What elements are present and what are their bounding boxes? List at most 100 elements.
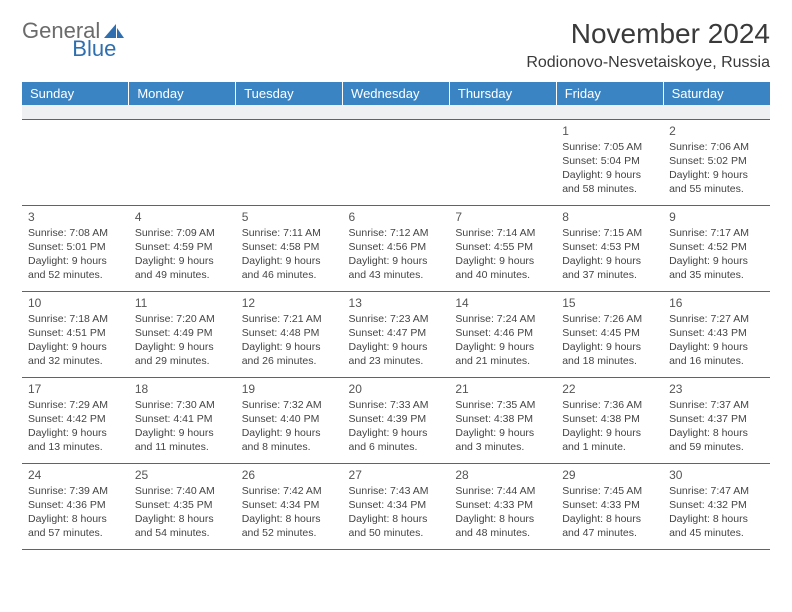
day-number: 13 bbox=[349, 295, 444, 311]
daylight-text: Daylight: 9 hours and 58 minutes. bbox=[562, 168, 657, 196]
day-number: 21 bbox=[455, 381, 550, 397]
col-sunday: Sunday bbox=[22, 82, 129, 105]
col-saturday: Saturday bbox=[663, 82, 770, 105]
sunset-text: Sunset: 4:42 PM bbox=[28, 412, 123, 426]
calendar-day-cell: 14Sunrise: 7:24 AMSunset: 4:46 PMDayligh… bbox=[449, 291, 556, 377]
day-number: 11 bbox=[135, 295, 230, 311]
daylight-text: Daylight: 9 hours and 49 minutes. bbox=[135, 254, 230, 282]
blank-spacer-row bbox=[22, 105, 770, 119]
sunset-text: Sunset: 4:35 PM bbox=[135, 498, 230, 512]
calendar-day-cell: 11Sunrise: 7:20 AMSunset: 4:49 PMDayligh… bbox=[129, 291, 236, 377]
col-thursday: Thursday bbox=[449, 82, 556, 105]
daylight-text: Daylight: 9 hours and 35 minutes. bbox=[669, 254, 764, 282]
sunrise-text: Sunrise: 7:35 AM bbox=[455, 398, 550, 412]
sunrise-text: Sunrise: 7:18 AM bbox=[28, 312, 123, 326]
sunset-text: Sunset: 4:55 PM bbox=[455, 240, 550, 254]
calendar-week-row: 10Sunrise: 7:18 AMSunset: 4:51 PMDayligh… bbox=[22, 291, 770, 377]
daylight-text: Daylight: 9 hours and 6 minutes. bbox=[349, 426, 444, 454]
calendar-day-cell bbox=[129, 119, 236, 205]
calendar-day-cell: 2Sunrise: 7:06 AMSunset: 5:02 PMDaylight… bbox=[663, 119, 770, 205]
day-number: 25 bbox=[135, 467, 230, 483]
calendar-week-row: 1Sunrise: 7:05 AMSunset: 5:04 PMDaylight… bbox=[22, 119, 770, 205]
day-number: 16 bbox=[669, 295, 764, 311]
col-friday: Friday bbox=[556, 82, 663, 105]
sunrise-text: Sunrise: 7:32 AM bbox=[242, 398, 337, 412]
sunrise-text: Sunrise: 7:15 AM bbox=[562, 226, 657, 240]
daylight-text: Daylight: 8 hours and 45 minutes. bbox=[669, 512, 764, 540]
calendar-week-row: 24Sunrise: 7:39 AMSunset: 4:36 PMDayligh… bbox=[22, 463, 770, 549]
calendar-day-cell: 15Sunrise: 7:26 AMSunset: 4:45 PMDayligh… bbox=[556, 291, 663, 377]
day-number: 19 bbox=[242, 381, 337, 397]
daylight-text: Daylight: 9 hours and 40 minutes. bbox=[455, 254, 550, 282]
day-number: 3 bbox=[28, 209, 123, 225]
day-number: 5 bbox=[242, 209, 337, 225]
calendar-day-cell: 3Sunrise: 7:08 AMSunset: 5:01 PMDaylight… bbox=[22, 205, 129, 291]
sunset-text: Sunset: 4:47 PM bbox=[349, 326, 444, 340]
sunset-text: Sunset: 4:38 PM bbox=[562, 412, 657, 426]
col-tuesday: Tuesday bbox=[236, 82, 343, 105]
sunrise-text: Sunrise: 7:33 AM bbox=[349, 398, 444, 412]
sunset-text: Sunset: 4:39 PM bbox=[349, 412, 444, 426]
sunrise-text: Sunrise: 7:29 AM bbox=[28, 398, 123, 412]
sunset-text: Sunset: 4:59 PM bbox=[135, 240, 230, 254]
daylight-text: Daylight: 9 hours and 32 minutes. bbox=[28, 340, 123, 368]
sunrise-text: Sunrise: 7:26 AM bbox=[562, 312, 657, 326]
calendar-day-cell: 20Sunrise: 7:33 AMSunset: 4:39 PMDayligh… bbox=[343, 377, 450, 463]
calendar-day-cell: 1Sunrise: 7:05 AMSunset: 5:04 PMDaylight… bbox=[556, 119, 663, 205]
sunset-text: Sunset: 4:49 PM bbox=[135, 326, 230, 340]
day-number: 4 bbox=[135, 209, 230, 225]
day-number: 8 bbox=[562, 209, 657, 225]
sunrise-text: Sunrise: 7:09 AM bbox=[135, 226, 230, 240]
sunset-text: Sunset: 4:40 PM bbox=[242, 412, 337, 426]
calendar-body: 1Sunrise: 7:05 AMSunset: 5:04 PMDaylight… bbox=[22, 105, 770, 549]
sunrise-text: Sunrise: 7:17 AM bbox=[669, 226, 764, 240]
sunset-text: Sunset: 4:51 PM bbox=[28, 326, 123, 340]
calendar-day-cell: 29Sunrise: 7:45 AMSunset: 4:33 PMDayligh… bbox=[556, 463, 663, 549]
daylight-text: Daylight: 9 hours and 55 minutes. bbox=[669, 168, 764, 196]
sunset-text: Sunset: 4:34 PM bbox=[242, 498, 337, 512]
sunrise-text: Sunrise: 7:08 AM bbox=[28, 226, 123, 240]
day-number: 18 bbox=[135, 381, 230, 397]
sunset-text: Sunset: 4:33 PM bbox=[562, 498, 657, 512]
daylight-text: Daylight: 9 hours and 43 minutes. bbox=[349, 254, 444, 282]
day-number: 10 bbox=[28, 295, 123, 311]
sunset-text: Sunset: 4:38 PM bbox=[455, 412, 550, 426]
daylight-text: Daylight: 8 hours and 47 minutes. bbox=[562, 512, 657, 540]
day-number: 29 bbox=[562, 467, 657, 483]
calendar-day-cell: 19Sunrise: 7:32 AMSunset: 4:40 PMDayligh… bbox=[236, 377, 343, 463]
sunset-text: Sunset: 4:52 PM bbox=[669, 240, 764, 254]
daylight-text: Daylight: 8 hours and 52 minutes. bbox=[242, 512, 337, 540]
calendar-day-cell: 23Sunrise: 7:37 AMSunset: 4:37 PMDayligh… bbox=[663, 377, 770, 463]
calendar-day-cell: 22Sunrise: 7:36 AMSunset: 4:38 PMDayligh… bbox=[556, 377, 663, 463]
daylight-text: Daylight: 9 hours and 21 minutes. bbox=[455, 340, 550, 368]
sunset-text: Sunset: 4:34 PM bbox=[349, 498, 444, 512]
daylight-text: Daylight: 9 hours and 3 minutes. bbox=[455, 426, 550, 454]
sunrise-text: Sunrise: 7:21 AM bbox=[242, 312, 337, 326]
daylight-text: Daylight: 8 hours and 54 minutes. bbox=[135, 512, 230, 540]
calendar-day-cell bbox=[22, 119, 129, 205]
calendar-day-cell: 21Sunrise: 7:35 AMSunset: 4:38 PMDayligh… bbox=[449, 377, 556, 463]
day-number: 14 bbox=[455, 295, 550, 311]
daylight-text: Daylight: 9 hours and 52 minutes. bbox=[28, 254, 123, 282]
day-number: 1 bbox=[562, 123, 657, 139]
sunrise-text: Sunrise: 7:42 AM bbox=[242, 484, 337, 498]
title-block: November 2024 Rodionovo-Nesvetaiskoye, R… bbox=[526, 18, 770, 72]
day-number: 26 bbox=[242, 467, 337, 483]
calendar-day-cell: 8Sunrise: 7:15 AMSunset: 4:53 PMDaylight… bbox=[556, 205, 663, 291]
calendar-day-cell: 4Sunrise: 7:09 AMSunset: 4:59 PMDaylight… bbox=[129, 205, 236, 291]
day-number: 2 bbox=[669, 123, 764, 139]
header: General Blue November 2024 Rodionovo-Nes… bbox=[22, 18, 770, 72]
sunrise-text: Sunrise: 7:40 AM bbox=[135, 484, 230, 498]
day-number: 30 bbox=[669, 467, 764, 483]
sunrise-text: Sunrise: 7:44 AM bbox=[455, 484, 550, 498]
daylight-text: Daylight: 9 hours and 8 minutes. bbox=[242, 426, 337, 454]
daylight-text: Daylight: 9 hours and 16 minutes. bbox=[669, 340, 764, 368]
calendar-day-cell: 18Sunrise: 7:30 AMSunset: 4:41 PMDayligh… bbox=[129, 377, 236, 463]
sunrise-text: Sunrise: 7:43 AM bbox=[349, 484, 444, 498]
sunrise-text: Sunrise: 7:12 AM bbox=[349, 226, 444, 240]
sunset-text: Sunset: 4:56 PM bbox=[349, 240, 444, 254]
daylight-text: Daylight: 8 hours and 57 minutes. bbox=[28, 512, 123, 540]
day-number: 20 bbox=[349, 381, 444, 397]
sunset-text: Sunset: 4:41 PM bbox=[135, 412, 230, 426]
sunrise-text: Sunrise: 7:06 AM bbox=[669, 140, 764, 154]
